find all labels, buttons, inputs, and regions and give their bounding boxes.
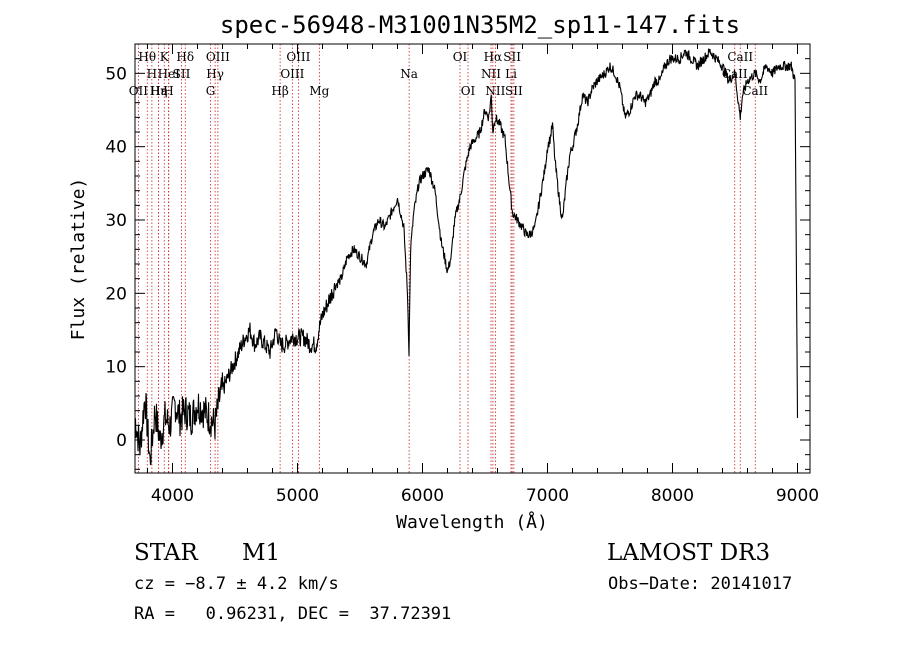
line-label-20: Hα [484, 50, 503, 64]
line-label-15: OIII [280, 67, 304, 81]
line-label-17: Na [400, 67, 418, 81]
x-axis-label: Wavelength (Å) [396, 511, 548, 533]
line-label-13: Hβ [271, 84, 288, 98]
line-label-2: OII [129, 84, 149, 98]
y-tick-label: 10 [105, 358, 127, 378]
line-label-5: HeI [158, 67, 181, 81]
line-label-10: OIII [206, 50, 230, 64]
x-tick-label: 8000 [651, 486, 694, 506]
y-tick-label: 30 [105, 211, 127, 231]
x-tick-label: 9000 [776, 486, 819, 506]
spectral-line-markers [137, 44, 756, 473]
sky-coordinates: RA = 0.96231, DEC = 37.72391 [134, 604, 452, 624]
line-label-24: Li [505, 67, 517, 81]
line-label-3: Hε [150, 84, 167, 98]
x-tick-label: 6000 [401, 486, 444, 506]
x-axis: 4000 5000 6000 7000 8000 9000 [147, 44, 819, 506]
y-tick-label: 20 [105, 284, 127, 304]
x-tick-label: 5000 [276, 486, 319, 506]
line-label-6: Hη [150, 84, 168, 98]
line-label-16: Mg [309, 84, 329, 98]
line-label-18: OI [453, 50, 468, 64]
line-label-1: H [147, 67, 157, 81]
line-label-9: Hδ [176, 50, 194, 64]
x-tick-label: 7000 [526, 486, 569, 506]
x-tick-label: 4000 [151, 486, 194, 506]
observation-date: Obs−Date: 20141017 [608, 574, 793, 594]
line-label-4: K [160, 50, 170, 64]
line-label-8: SII [173, 67, 191, 81]
line-label-26: CaII [727, 50, 753, 64]
line-label-28: CaII [742, 84, 768, 98]
line-label-19: OI [461, 84, 476, 98]
line-label-14: OIII [286, 50, 310, 64]
line-label-25: SII [505, 84, 523, 98]
y-tick-label: 0 [116, 431, 127, 451]
chart-title: spec-56948-M31001N35M2_sp11-147.fits [220, 11, 740, 39]
line-label-22: NII [485, 84, 505, 98]
plot-frame [134, 43, 811, 474]
object-class: STAR [134, 540, 198, 566]
line-label-0: Hθ [138, 50, 156, 64]
y-tick-label: 50 [105, 64, 127, 84]
object-subclass: M1 [242, 540, 281, 566]
line-label-12: G [206, 84, 216, 98]
y-tick-label: 40 [105, 138, 127, 158]
y-axis-label: Flux (relative) [68, 178, 89, 341]
y-axis: 0 10 20 30 40 50 [105, 43, 810, 470]
radial-velocity: cz = −8.7 ± 4.2 km/s [134, 574, 339, 594]
survey-name: LAMOST DR3 [607, 540, 771, 566]
line-label-11: Hγ [206, 67, 224, 81]
line-label-23: SII [503, 50, 521, 64]
spectrum-line [134, 48, 799, 466]
line-label-21: NII [481, 67, 501, 81]
line-label-7: H [163, 84, 173, 98]
